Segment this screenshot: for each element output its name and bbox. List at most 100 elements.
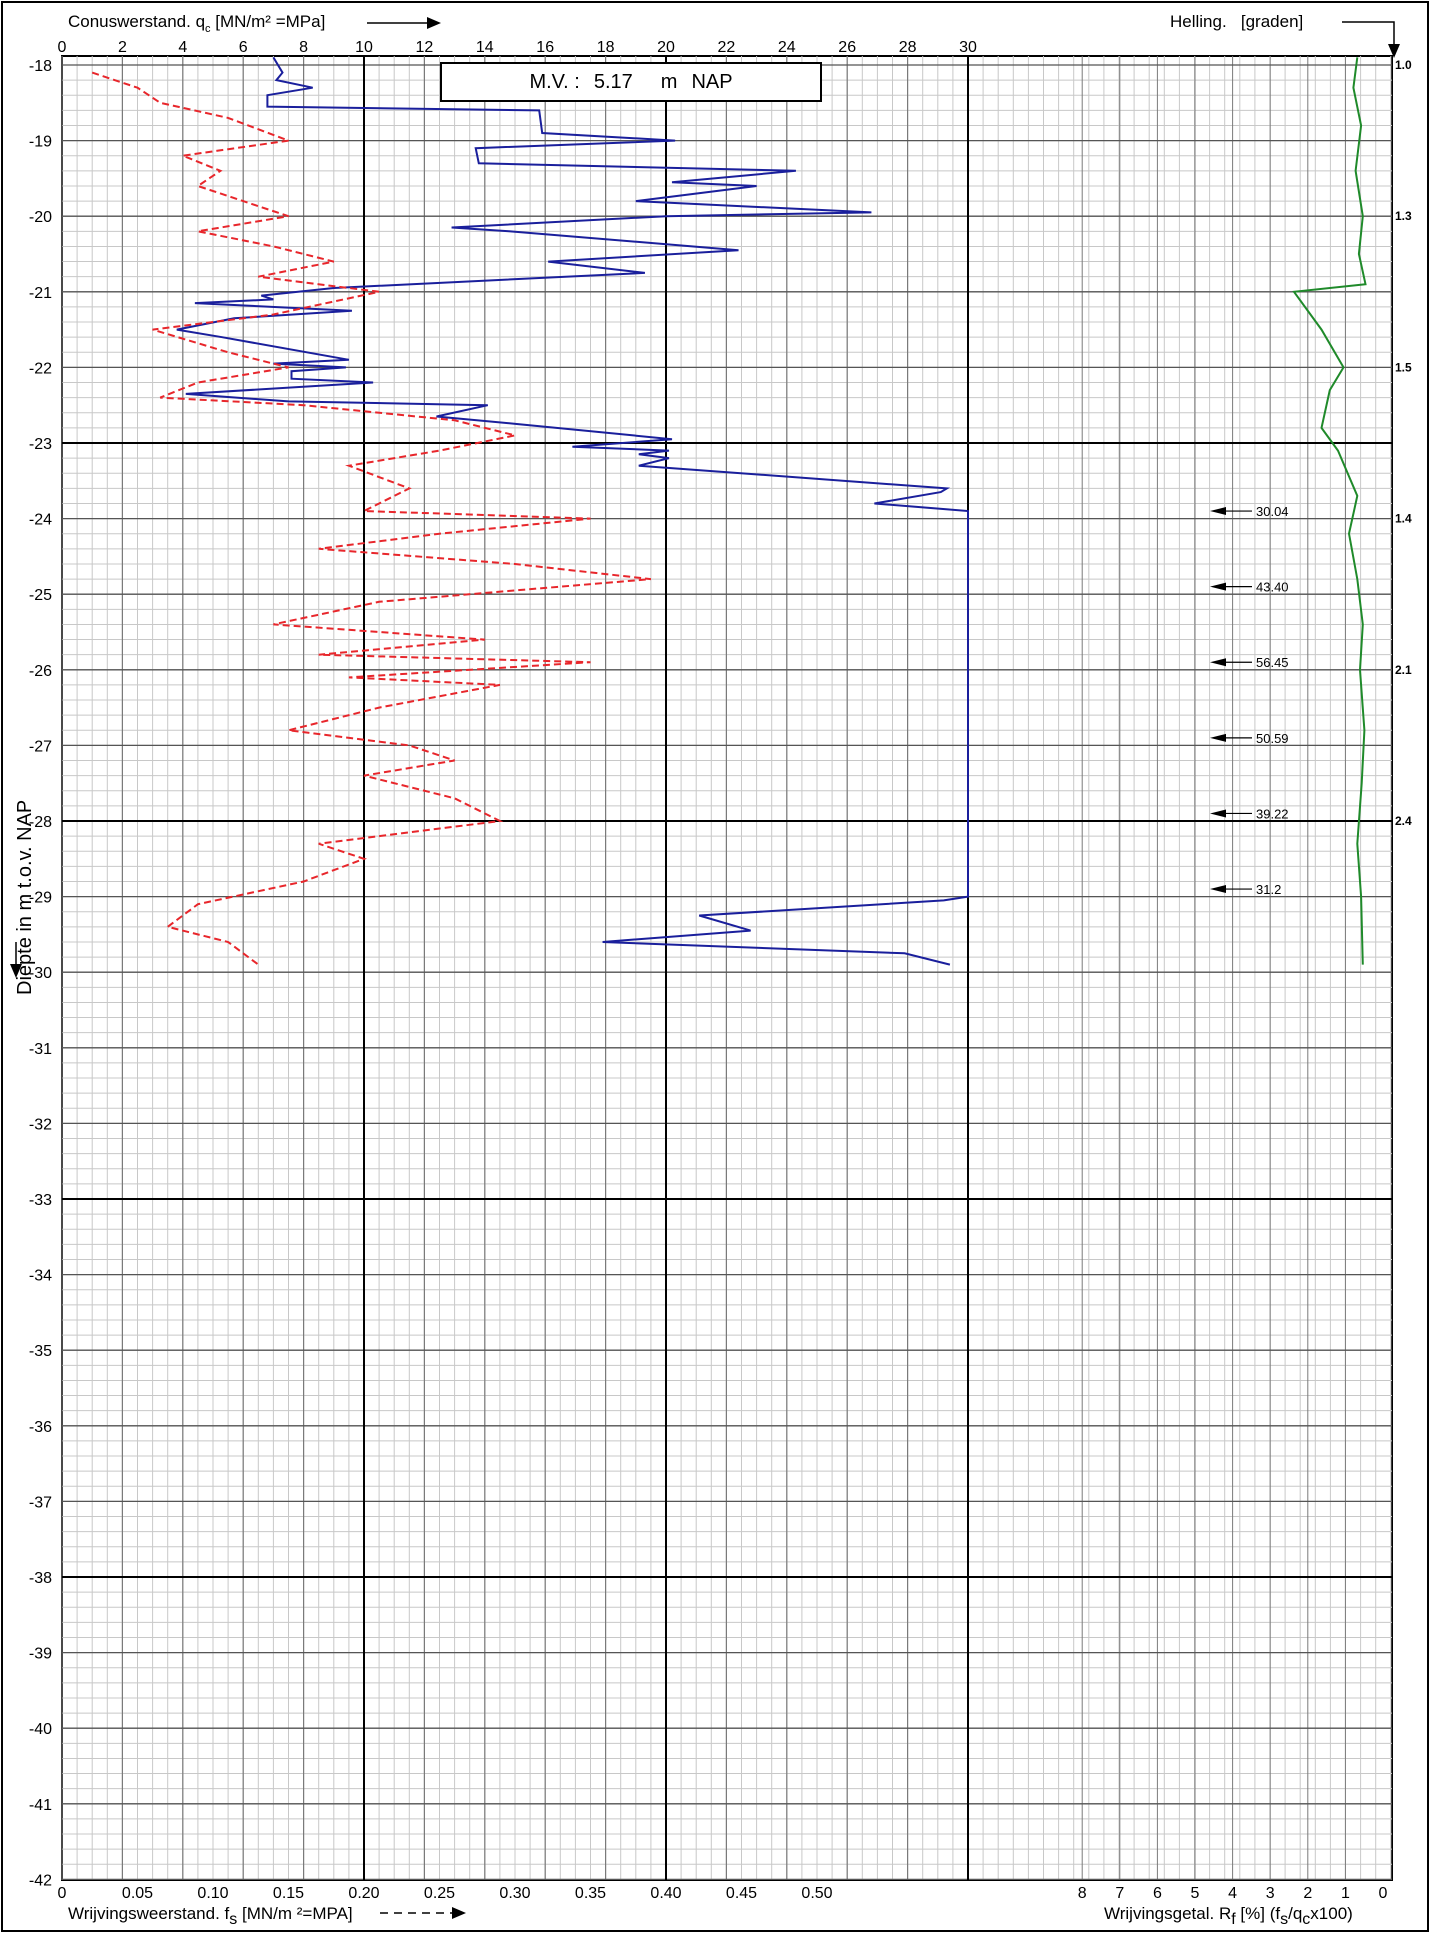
over-range-arrow-icon	[1210, 733, 1226, 742]
over-range-value: 30.04	[1256, 504, 1289, 519]
series-layer	[91, 56, 1367, 966]
qc-tick-label: 2	[118, 39, 127, 56]
over-range-value: 43.40	[1256, 580, 1289, 595]
series-fs-line	[91, 71, 652, 966]
over-range-arrow-icon	[1210, 885, 1226, 894]
rf-formula-sub1: s	[1280, 1911, 1289, 1928]
fs-tick-label: 0.25	[424, 1885, 455, 1902]
fs-unit: [MN/m ²=MPA]	[241, 1904, 353, 1923]
rf-unit: [%] (f	[1240, 1904, 1281, 1923]
depth-tick-label: -21	[29, 285, 52, 302]
mv-label: M.V. : 5.17 m NAP	[440, 62, 822, 102]
depth-tick-label: -34	[29, 1268, 52, 1285]
depth-tick-label: -24	[29, 512, 52, 529]
series-qc-line	[176, 56, 969, 966]
helling-arrow-icon	[1342, 21, 1400, 58]
qc-tick-label: 4	[178, 39, 187, 56]
depth-tick-label: -40	[29, 1721, 52, 1738]
fs-tick-label: 0.20	[348, 1885, 379, 1902]
qc-tick-label: 16	[536, 39, 554, 56]
mv-unit: m	[660, 70, 678, 93]
fs-tick-label: 0.35	[575, 1885, 606, 1902]
qc-tick-label: 24	[778, 39, 796, 56]
depth-tick-label: -30	[29, 965, 52, 982]
rf-title: Wrijvingsgetal. R	[1104, 1904, 1232, 1923]
mv-value: 5.17	[593, 70, 633, 93]
over-range-arrow-icon	[1210, 658, 1226, 667]
fs-tick-label: 0.30	[499, 1885, 530, 1902]
depth-tick-label: -37	[29, 1494, 52, 1511]
rf-formula-end: x100)	[1310, 1904, 1353, 1923]
fs-tick-label: 0.05	[122, 1885, 153, 1902]
fs-title-sub: s	[229, 1911, 238, 1928]
mv-ref: NAP	[691, 70, 733, 93]
depth-tick-label: -18	[29, 58, 52, 75]
qc-tick-label: 8	[299, 39, 308, 56]
depth-tick-label: -28	[29, 814, 52, 831]
rf-formula-sub2: c	[1302, 1911, 1311, 1928]
fs-tick-label: 0.50	[801, 1885, 832, 1902]
rf-tick-label: 1	[1341, 1885, 1350, 1902]
fs-dashed-arrow-icon	[380, 1907, 466, 1919]
over-range-value: 56.45	[1256, 655, 1289, 670]
rf-title-sub: f	[1231, 1911, 1236, 1928]
qc-tick-label: 0	[58, 39, 67, 56]
qc-tick-label: 12	[416, 39, 434, 56]
qc-over-range-annotations: 30.04 43.40 56.45 50.59 39.22 31.2	[1210, 504, 1289, 897]
over-range-arrow-icon	[1210, 809, 1226, 818]
qc-tick-label: 28	[899, 39, 917, 56]
fs-tick-label: 0.45	[726, 1885, 757, 1902]
helling-axis-title: Helling. [graden]	[1170, 12, 1303, 32]
rf-tick-label: 4	[1228, 1885, 1237, 1902]
grid	[61, 56, 1392, 1881]
depth-arrow-icon	[10, 942, 22, 978]
over-range-value: 31.2	[1256, 882, 1281, 897]
axes: 0 2 4 6 8 10 12 14 16 18 20 22 24 26 28 30-18-19-20-21-…	[29, 39, 1412, 1902]
depth-tick-label: -23	[29, 436, 52, 453]
rf-axis-title: Wrijvingsgetal. Rf [%] (fs/qcx100)	[1104, 1904, 1353, 1928]
rf-tick-label: 6	[1153, 1885, 1162, 1902]
depth-tick-label: -33	[29, 1192, 52, 1209]
qc-tick-label: 10	[355, 39, 373, 56]
helling-tick-label: 2.1	[1395, 663, 1412, 677]
qc-tick-label: 6	[239, 39, 248, 56]
helling-tick-label: 1.4	[1395, 512, 1412, 526]
rf-tick-label: 3	[1266, 1885, 1275, 1902]
depth-tick-label: -32	[29, 1116, 52, 1133]
helling-title: Helling.	[1170, 12, 1227, 31]
depth-tick-label: -27	[29, 738, 52, 755]
over-range-arrow-icon	[1210, 507, 1226, 516]
depth-tick-label: -20	[29, 209, 52, 226]
fs-tick-label: 0.15	[273, 1885, 304, 1902]
qc-tick-label: 18	[597, 39, 615, 56]
fs-axis-title: Wrijvingsweerstand. fs [MN/m ²=MPA]	[68, 1904, 353, 1928]
rf-tick-label: 8	[1078, 1885, 1087, 1902]
fs-tick-label: 0.40	[650, 1885, 681, 1902]
depth-tick-label: -19	[29, 134, 52, 151]
depth-tick-label: -25	[29, 587, 52, 604]
qc-tick-label: 20	[657, 39, 675, 56]
qc-tick-label: 30	[959, 39, 977, 56]
depth-tick-label: -35	[29, 1343, 52, 1360]
mv-prefix: M.V. :	[529, 70, 580, 93]
depth-tick-label: -42	[29, 1872, 52, 1889]
over-range-value: 50.59	[1256, 731, 1289, 746]
depth-tick-label: -31	[29, 1041, 52, 1058]
fs-title: Wrijvingsweerstand. f	[68, 1904, 230, 1923]
rf-tick-label: 2	[1303, 1885, 1312, 1902]
helling-unit: [graden]	[1240, 12, 1304, 31]
rf-formula-mid: /q	[1288, 1904, 1303, 1923]
over-range-value: 39.22	[1256, 806, 1289, 821]
rf-tick-label: 7	[1115, 1885, 1124, 1902]
fs-tick-label: 0	[58, 1885, 67, 1902]
qc-arrow-icon	[367, 17, 441, 29]
qc-title: Conuswerstand. q	[68, 12, 206, 31]
depth-tick-label: -22	[29, 360, 52, 377]
depth-tick-label: -26	[29, 663, 52, 680]
depth-tick-label: -41	[29, 1797, 52, 1814]
fs-tick-label: 0.10	[197, 1885, 228, 1902]
over-range-arrow-icon	[1210, 582, 1226, 591]
qc-tick-label: 26	[838, 39, 856, 56]
